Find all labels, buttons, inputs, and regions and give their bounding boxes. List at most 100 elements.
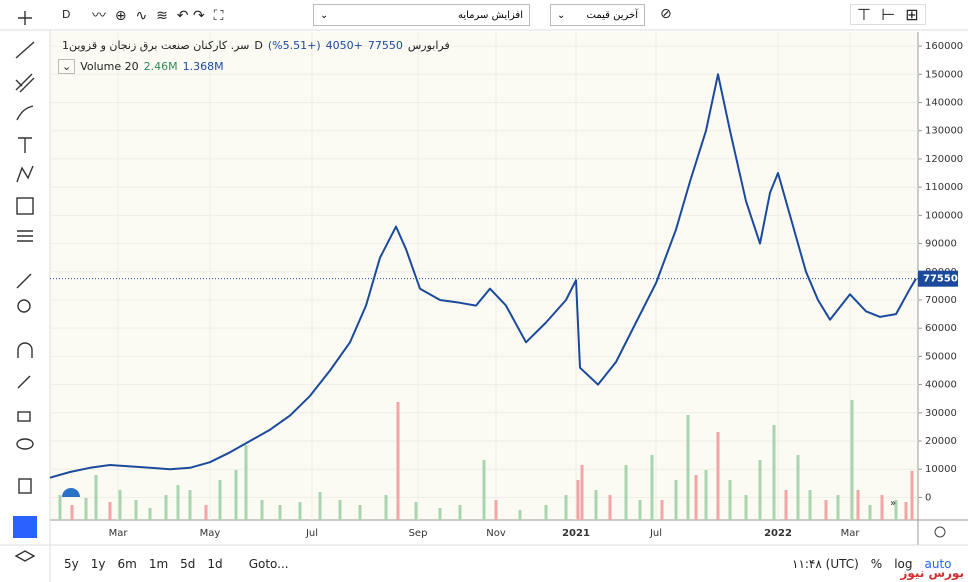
interval[interactable]: D	[62, 8, 71, 21]
symbol: سر. کارکنان صنعت برق زنجان و قزوین	[69, 39, 250, 52]
volume-last: 2.46M	[143, 60, 178, 73]
volume-bar	[868, 505, 872, 520]
volume-bar	[894, 500, 898, 520]
volume-bar	[544, 505, 548, 520]
pattern-icon[interactable]	[16, 165, 34, 183]
volume-bar	[338, 500, 342, 520]
crosshair-icon[interactable]	[18, 11, 32, 25]
last-price-label: 77550	[923, 274, 958, 285]
volume-bar	[772, 425, 776, 520]
volume-bar	[624, 465, 628, 520]
change: +4050	[325, 39, 363, 52]
volume-bar	[414, 502, 418, 520]
volume-bar	[260, 500, 264, 520]
y-tick-label: 160000	[925, 41, 963, 52]
volume-bar	[694, 475, 698, 520]
x-tick-label: Nov	[486, 528, 506, 539]
volume-bar	[784, 490, 788, 520]
toolbar-icons[interactable]: 〰 ⊕ ∿ ≋ ↶ ↷ ⛶	[92, 8, 224, 24]
change-pct: (+5.51%)	[267, 39, 321, 52]
forecast-icon[interactable]	[17, 230, 33, 242]
log-toggle[interactable]: log	[894, 557, 913, 571]
price-line	[49, 73, 917, 479]
y-tick-label: 30000	[925, 408, 957, 419]
range-button[interactable]: 1m	[148, 557, 169, 571]
volume-bar	[608, 495, 612, 520]
volume-bar	[134, 500, 138, 520]
x-tick-label: Sep	[409, 528, 428, 539]
favorites-icon[interactable]	[13, 516, 37, 538]
volume-bar	[758, 460, 762, 520]
y-tick-label: 20000	[925, 436, 957, 447]
goto[interactable]: Goto...	[248, 557, 289, 571]
range-button[interactable]: 5y	[64, 557, 79, 571]
percent-toggle[interactable]: %	[870, 557, 883, 571]
y-tick-label: 140000	[925, 98, 963, 109]
volume-bar	[638, 500, 642, 520]
volume-bar	[188, 490, 192, 520]
volume-bar	[482, 460, 486, 520]
range-button[interactable]: 1d	[207, 557, 223, 571]
volume-bar	[164, 495, 168, 520]
volume-bar	[728, 480, 732, 520]
volume-bar	[458, 505, 462, 520]
volume-bar	[494, 500, 498, 520]
volume-bar	[808, 490, 812, 520]
y-tick-label: 0	[925, 492, 931, 503]
settings-icon[interactable]	[934, 526, 946, 538]
drawing-icons[interactable]: ⊤ ⊢ ⊞	[850, 4, 926, 25]
measure-icon[interactable]	[16, 197, 34, 215]
chevron: ⌄	[557, 9, 566, 21]
volume-bar	[148, 508, 152, 520]
volume-bar	[84, 498, 88, 520]
volume-bar	[108, 502, 112, 520]
trendline-icon[interactable]	[15, 41, 35, 59]
last-price-box	[918, 270, 958, 287]
fib-icon[interactable]	[15, 73, 35, 93]
layers-icon[interactable]	[14, 550, 36, 562]
eye-icon[interactable]	[16, 438, 34, 450]
y-tick-label: 40000	[925, 380, 957, 391]
collapse-button[interactable]: ⌄	[58, 59, 76, 74]
volume-legend: ⌄ Volume 20 2.46M 1.368M	[58, 59, 229, 74]
range-button[interactable]: 1y	[90, 557, 106, 571]
y-tick-label: 50000	[925, 351, 957, 362]
chevron: ⌄	[320, 9, 329, 21]
volume-bar	[904, 502, 908, 520]
volume-bar	[298, 502, 302, 520]
price-type-dropdown[interactable]: ⌄ آخرین قیمت	[550, 4, 645, 26]
lock-icon[interactable]	[17, 411, 31, 422]
y-tick-label: 130000	[925, 126, 963, 137]
hide-icon[interactable]: ⊘	[660, 6, 672, 22]
volume-bar	[564, 495, 568, 520]
y-tick-label: 150000	[925, 69, 963, 80]
range-button[interactable]: 5d	[180, 557, 196, 571]
volume-bar	[576, 480, 580, 520]
text-icon[interactable]	[18, 137, 32, 153]
bottom-bar: 5y 1y 6m 1m 5d 1d Goto...	[64, 553, 301, 572]
auto-toggle[interactable]: auto	[924, 557, 952, 571]
brush-icon[interactable]	[16, 105, 34, 121]
volume-bar	[650, 455, 654, 520]
volume-bar	[704, 470, 708, 520]
range-button[interactable]: 6m	[117, 557, 137, 571]
volume-bar	[384, 495, 388, 520]
volume-bar	[396, 402, 400, 520]
plot-bg	[50, 32, 918, 520]
magnet-icon[interactable]	[17, 342, 33, 358]
dropdown-text: آخرین قیمت	[586, 9, 638, 21]
volume-bar	[594, 490, 598, 520]
ruler-icon[interactable]	[16, 273, 32, 289]
scroll-button[interactable]: »	[890, 498, 896, 509]
volume-bar	[674, 480, 678, 520]
zoom-icon[interactable]	[17, 299, 31, 313]
y-tick-label: 100000	[925, 210, 963, 221]
volume-bar	[824, 500, 828, 520]
trash-icon[interactable]	[18, 478, 32, 494]
lock-draw-icon[interactable]	[17, 375, 31, 389]
volume-bar	[218, 480, 222, 520]
corporate-actions-dropdown[interactable]: ⌄ افزایش سرمایه	[313, 4, 530, 26]
x-tick-label: May	[200, 528, 221, 539]
